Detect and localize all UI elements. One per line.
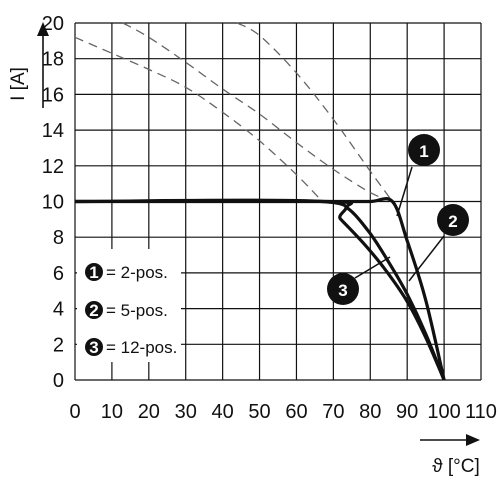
series-line-3-solid — [74, 198, 446, 381]
x-axis-label: ϑ [°C] — [432, 456, 480, 477]
x-tick-label: 100 — [427, 401, 460, 423]
marker-1-icon — [85, 263, 103, 281]
x-tick-label: 20 — [138, 401, 160, 423]
marker-2-icon — [85, 301, 103, 319]
legend: 1 = 2-pos. 2 = 5-pos. 3 = 12-pos. — [77, 249, 181, 362]
y-tick-label: 14 — [42, 120, 64, 142]
series-line-1-dashed — [237, 22, 393, 202]
y-tick-label: 4 — [53, 299, 64, 321]
legend-marker-1: 1 — [89, 263, 98, 282]
marker-3-icon — [85, 338, 103, 356]
x-tick-label: 10 — [101, 401, 123, 423]
callout-3-icon — [327, 273, 359, 305]
x-tick-label: 40 — [212, 401, 234, 423]
y-tick-label: 2 — [53, 334, 64, 356]
y-tick-label: 10 — [42, 192, 64, 214]
x-tick-labels: 0 10 20 30 40 50 60 70 80 90 100 110 — [69, 401, 497, 423]
x-tick-label: 90 — [396, 401, 418, 423]
x-tick-label: 30 — [175, 401, 197, 423]
x-axis-arrow-icon — [420, 434, 480, 446]
callout-1-icon — [408, 134, 440, 166]
x-tick-label: 70 — [322, 401, 344, 423]
callout-1: 1 — [396, 134, 440, 217]
y-tick-label: 20 — [42, 13, 64, 35]
svg-text:2: 2 — [448, 212, 457, 231]
legend-item-3: 3 = 12-pos. — [85, 338, 177, 357]
svg-text:1: 1 — [419, 142, 428, 161]
legend-marker-3: 3 — [89, 338, 98, 357]
callout-2: 2 — [408, 204, 469, 282]
legend-item-2: 2 = 5-pos. — [85, 301, 168, 320]
legend-marker-2: 2 — [89, 301, 98, 320]
legend-label-1: = 2-pos. — [106, 263, 168, 282]
x-tick-label: 60 — [285, 401, 307, 423]
x-tick-label: 50 — [248, 401, 270, 423]
y-tick-label: 8 — [53, 227, 64, 249]
series-lines — [74, 22, 446, 381]
y-tick-label: 18 — [42, 49, 64, 71]
series-line-2-dashed — [122, 22, 393, 203]
y-axis-label: I [A] — [8, 67, 29, 101]
y-tick-label: 12 — [42, 156, 64, 178]
series-line-3-dashed — [74, 36, 323, 202]
y-axis-arrow-icon — [37, 22, 49, 108]
legend-label-2: = 5-pos. — [106, 301, 168, 320]
svg-text:3: 3 — [338, 281, 347, 300]
legend-item-1: 1 = 2-pos. — [85, 263, 168, 282]
y-tick-label: 16 — [42, 84, 64, 106]
y-tick-label: 0 — [53, 370, 64, 392]
legend-label-3: = 12-pos. — [106, 338, 177, 357]
y-tick-label: 6 — [53, 263, 64, 285]
callout-2-icon — [437, 204, 469, 236]
x-tick-label: 110 — [465, 401, 497, 423]
callout-3: 3 — [327, 256, 391, 305]
x-tick-label: 0 — [69, 401, 80, 423]
y-tick-labels: 0 2 4 6 8 10 12 14 16 18 20 — [42, 13, 64, 392]
x-tick-label: 80 — [359, 401, 381, 423]
